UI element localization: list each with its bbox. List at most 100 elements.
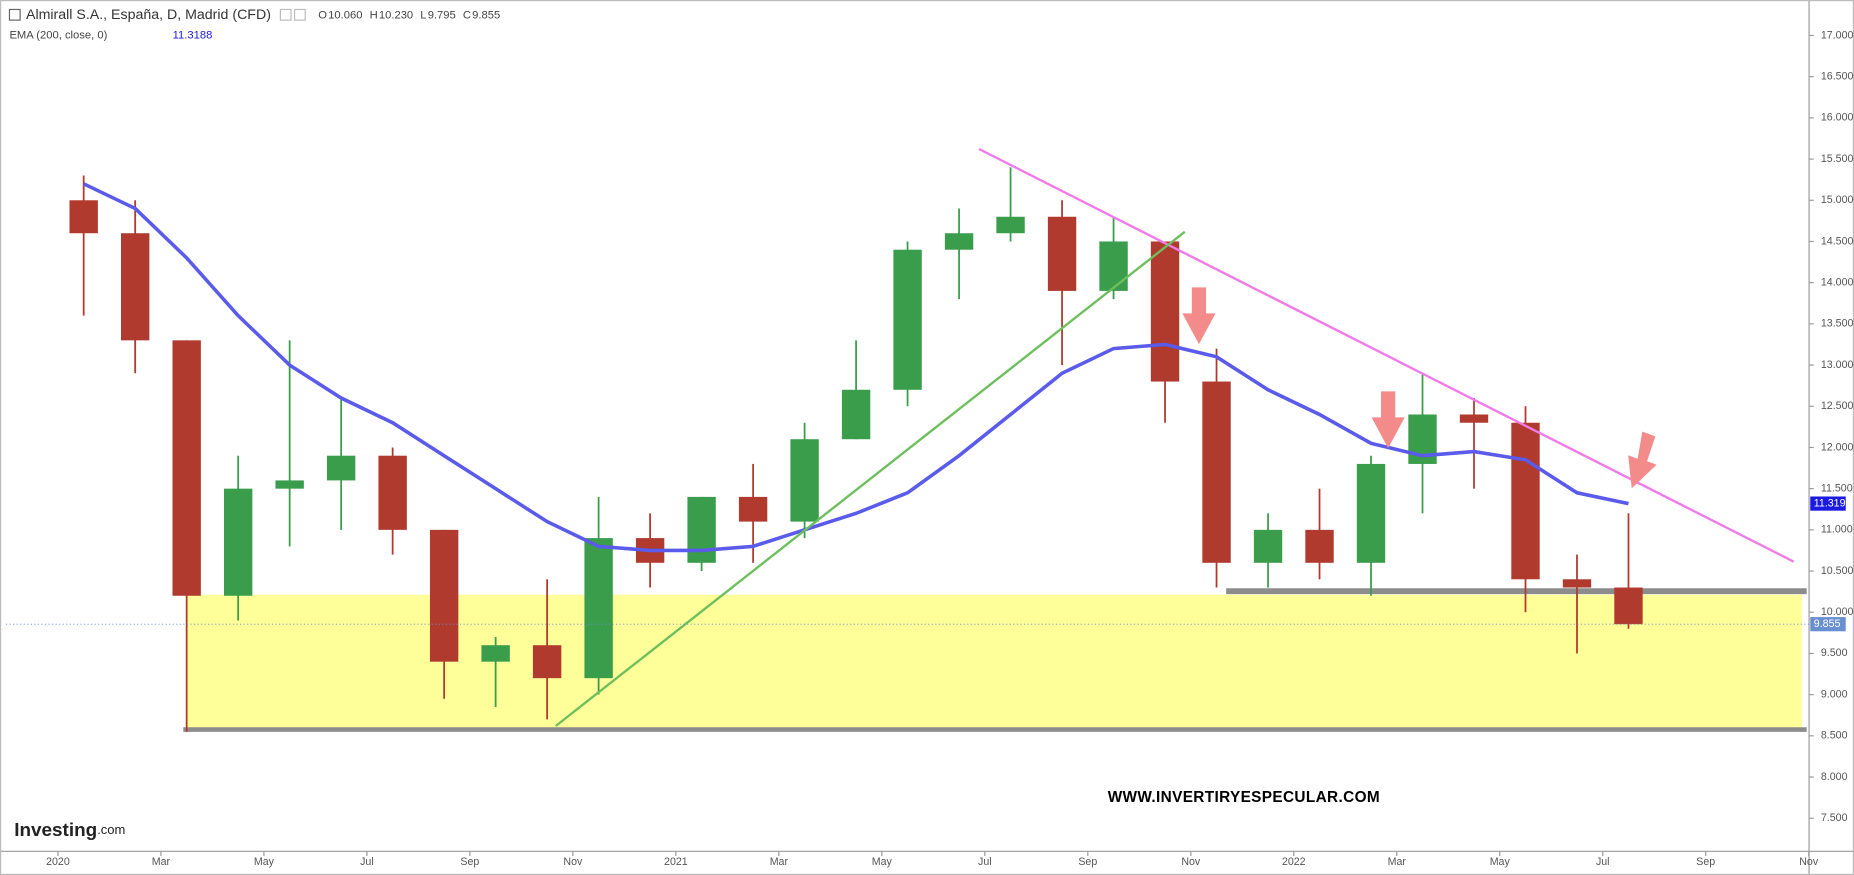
x-tick-label: Jul [1596, 856, 1610, 868]
x-tick-label: May [1490, 856, 1511, 868]
candle-body [893, 249, 922, 390]
candle-body [223, 488, 253, 596]
annotation-layer [183, 588, 1807, 732]
indicator-value: 11.3188 [173, 29, 213, 41]
x-tick-label: Jul [360, 856, 374, 868]
ohlc-value: 10.230 [379, 9, 413, 21]
price-marker-box [1810, 496, 1846, 511]
y-tick-label: 14.000 [1821, 276, 1854, 288]
candle-body [481, 645, 510, 662]
ohlc-value: 9.795 [428, 9, 456, 21]
y-tick-label: 16.000 [1821, 112, 1854, 124]
ohlc-value: 10.060 [328, 9, 362, 21]
watermark: WWW.INVERTIRYESPECULAR.COM [1108, 789, 1380, 806]
candle-body [1614, 587, 1643, 625]
candle-body [687, 496, 716, 563]
candle-body [1099, 241, 1128, 291]
arrow [1628, 431, 1657, 489]
y-tick-label: 16.500 [1821, 70, 1854, 82]
candle-body [738, 496, 768, 522]
logo-suffix: .com [97, 823, 125, 838]
support-zone [185, 594, 1802, 730]
y-tick-label: 9.000 [1821, 688, 1848, 700]
y-tick-label: 14.500 [1821, 235, 1854, 247]
x-tick-label: May [254, 856, 275, 868]
collapse-icon[interactable] [8, 8, 21, 21]
y-tick-label: 15.000 [1821, 194, 1854, 206]
logo-brand: Investing [14, 820, 97, 841]
x-tick-label: May [872, 856, 893, 868]
candle-body [1511, 422, 1540, 580]
x-tick-label: Nov [1181, 856, 1201, 868]
x-tick-label: Mar [152, 856, 171, 868]
candle-body [1459, 414, 1489, 423]
candle-body [1047, 216, 1077, 291]
arrow [1182, 287, 1216, 345]
candle-body [996, 216, 1025, 234]
x-tick-label: Sep [1078, 856, 1097, 868]
y-tick-label: 15.500 [1821, 153, 1854, 165]
price-marker-label: 11.319 [1814, 497, 1846, 509]
resistance-trendline [978, 147, 1795, 563]
candle-body [584, 538, 613, 679]
x-tick-label: 2021 [664, 856, 688, 868]
ohlc-key: C [463, 9, 471, 21]
ohlc-readout: O 10.060 H 10.230 L 9.795 C 9.855 [279, 8, 500, 21]
annotation-layer [554, 147, 1795, 727]
settings-icon [279, 8, 292, 21]
logo: Investing.com [14, 820, 125, 841]
ema-line [82, 182, 1629, 553]
candle-body [1150, 241, 1180, 382]
ohlc-key: L [420, 9, 426, 21]
candle-body [1562, 579, 1592, 588]
y-tick-label: 10.500 [1821, 565, 1854, 577]
candle-body [1202, 381, 1231, 563]
candle-body [69, 200, 98, 234]
x-tick-label: Sep [460, 856, 479, 868]
y-tick-label: 11.500 [1821, 482, 1853, 494]
candle-body [944, 233, 974, 250]
arrow [1371, 391, 1405, 449]
indicator-name: EMA (200, close, 0) [9, 29, 107, 41]
candle-body [1253, 529, 1283, 563]
candle-body [429, 529, 459, 662]
y-tick-label: 17.000 [1821, 29, 1854, 41]
y-tick-label: 8.000 [1821, 771, 1848, 783]
y-tick-label: 13.500 [1821, 318, 1854, 330]
x-tick-label: 2020 [46, 856, 70, 868]
candle-body [172, 340, 201, 596]
ohlc-key: H [370, 9, 378, 21]
y-tick-label: 7.500 [1821, 812, 1848, 824]
x-tick-label: Nov [563, 856, 583, 868]
y-tick-label: 13.000 [1821, 359, 1854, 371]
y-tick-label: 9.500 [1821, 647, 1848, 659]
candle-body [790, 439, 819, 522]
candle-body [120, 233, 150, 341]
candle-body [1305, 529, 1334, 563]
y-tick-label: 11.000 [1821, 524, 1853, 536]
candle-body [326, 455, 356, 481]
candle-body [841, 389, 871, 440]
price-marker-label: 9.855 [1814, 618, 1841, 630]
x-tick-label: Mar [1388, 856, 1407, 868]
ohlc-value: 9.855 [472, 9, 500, 21]
y-tick-label: 8.500 [1821, 730, 1848, 742]
ohlc-key: O [318, 9, 327, 21]
x-tick-label: Sep [1696, 856, 1715, 868]
x-tick-label: Mar [770, 856, 789, 868]
x-tick-label: Jul [978, 856, 992, 868]
candles [69, 167, 1643, 732]
candle-body [1356, 463, 1386, 563]
candle-body [378, 455, 407, 530]
support-trendline [554, 230, 1186, 727]
x-tick-label: Nov [1799, 856, 1819, 868]
y-tick-label: 12.000 [1821, 441, 1854, 453]
close-icon [293, 8, 306, 21]
y-tick-label: 12.500 [1821, 400, 1854, 412]
x-tick-label: 2022 [1282, 856, 1306, 868]
candle-body [275, 480, 304, 489]
symbol-title: Almirall S.A., España, D, Madrid (CFD) [26, 7, 271, 23]
candle-body [532, 645, 562, 679]
